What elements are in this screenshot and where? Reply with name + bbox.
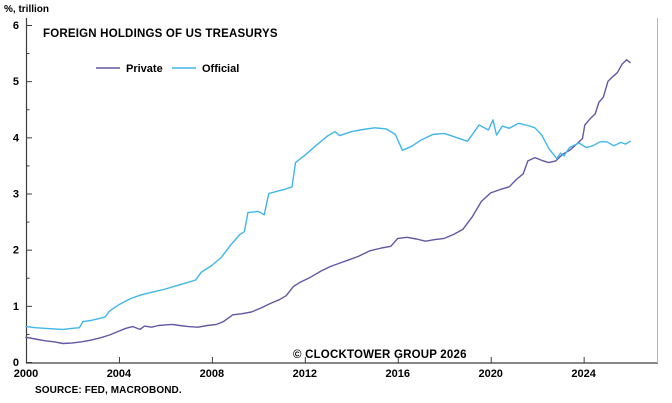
legend-item-private: Private — [96, 63, 163, 75]
copyright-text: © CLOCKTOWER GROUP 2026 — [293, 349, 467, 361]
y-axis-unit-label: %, trillion — [4, 4, 49, 15]
x-tick-label: 2004 — [107, 368, 132, 380]
y-tick-label: 5 — [13, 76, 19, 88]
y-tick-label: 0 — [13, 357, 19, 369]
x-tick-label: 2024 — [571, 368, 596, 380]
x-axis-ticks: 2000 2004 2008 2012 2016 2020 2024 — [14, 357, 597, 380]
y-tick-label: 2 — [13, 245, 19, 257]
x-tick-label: 2016 — [386, 368, 410, 380]
chart-title: FOREIGN HOLDINGS OF US TREASURYS — [43, 28, 278, 40]
axes — [25, 18, 658, 364]
y-tick-label: 6 — [13, 20, 19, 32]
legend-label-private: Private — [126, 63, 163, 75]
source-text: SOURCE: FED, MACROBOND. — [35, 385, 182, 396]
private-series-line — [25, 59, 631, 345]
legend-item-official: Official — [172, 63, 239, 75]
official-series-line — [25, 119, 631, 331]
x-tick-label: 2008 — [200, 368, 224, 380]
x-tick-label: 2000 — [14, 368, 38, 380]
x-tick-label: 2012 — [293, 368, 317, 380]
y-tick-label: 4 — [13, 132, 20, 144]
y-tick-label: 3 — [13, 189, 19, 201]
y-axis-ticks: 0 1 2 3 4 5 6 — [13, 20, 32, 369]
x-tick-label: 2020 — [478, 368, 502, 380]
legend: Private Official — [96, 63, 239, 75]
legend-label-official: Official — [202, 63, 239, 75]
y-tick-label: 1 — [13, 301, 19, 313]
